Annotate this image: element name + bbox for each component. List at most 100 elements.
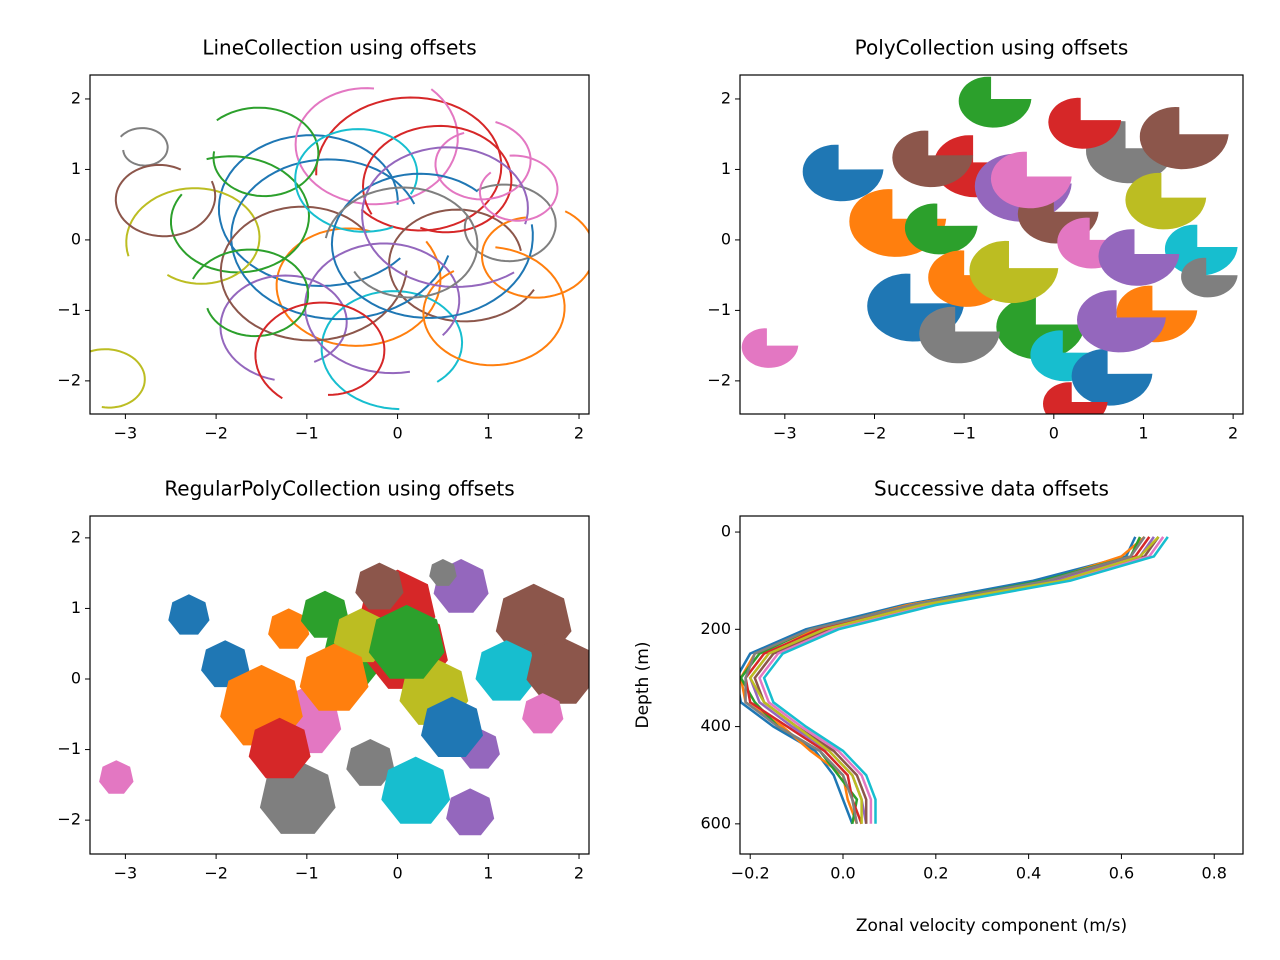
polygon: [958, 76, 1032, 128]
heptagon: [268, 608, 310, 649]
polygon: [1048, 97, 1122, 149]
polygon: [1181, 257, 1238, 298]
profile-line: [762, 536, 1169, 824]
spiral: [114, 163, 217, 238]
y-tick-label: 1: [71, 598, 81, 617]
spiral: [119, 127, 169, 167]
y-axis-label: Depth (m): [633, 641, 653, 728]
spiral: [217, 134, 401, 288]
y-tick-label: 0: [721, 522, 731, 541]
polygon: [892, 130, 974, 188]
heptagon: [421, 696, 483, 757]
subplot: −0.2 0.0 0.2 0.4 0.6 0.8 0 200 400 600 Successive …: [633, 477, 1244, 936]
spiral: [170, 155, 311, 274]
x-tick-label: −1: [295, 424, 319, 443]
y-tick-label: 1: [71, 159, 81, 178]
spiral: [219, 274, 348, 381]
polygon: [1043, 382, 1108, 414]
y-tick-label: 400: [700, 716, 731, 735]
x-tick-label: 2: [574, 864, 584, 883]
profile-line: [740, 535, 1146, 825]
profile-line: [740, 536, 1142, 825]
x-tick-label: 0: [1049, 424, 1059, 443]
y-tick-label: −1: [57, 739, 81, 758]
y-tick-label: −2: [57, 370, 81, 389]
heptagon: [368, 604, 445, 679]
axes-frame: [89, 74, 590, 415]
polygon: [1139, 107, 1229, 170]
profile-line: [740, 536, 1137, 825]
x-tick-label: −2: [863, 424, 887, 443]
spiral: [90, 348, 146, 409]
subplot-title: Successive data offsets: [874, 477, 1109, 501]
spiral: [330, 172, 534, 319]
x-tick-label: −0.2: [731, 864, 770, 883]
axes-frame: [739, 74, 1244, 415]
x-tick-label: 0.6: [1109, 864, 1134, 883]
heptagon: [381, 756, 451, 824]
polygon: [996, 297, 1086, 360]
axes-frame: [739, 515, 1244, 855]
x-tick-label: 0.4: [1016, 864, 1041, 883]
y-tick-label: 600: [700, 813, 731, 832]
x-tick-label: −1: [952, 424, 976, 443]
y-tick-label: 1: [721, 159, 731, 178]
subplot-title: RegularPolyCollection using offsets: [164, 477, 514, 501]
heptagon: [99, 760, 134, 794]
x-tick-label: 1: [483, 864, 493, 883]
y-tick-label: 0: [71, 229, 81, 248]
heptagon: [300, 590, 350, 638]
heptagon: [299, 643, 369, 711]
x-tick-label: 0.0: [830, 864, 855, 883]
spiral: [480, 210, 589, 299]
y-tick-label: −2: [57, 810, 81, 829]
y-tick-label: 0: [721, 229, 731, 248]
x-tick-label: −2: [204, 424, 228, 443]
subplot: −3 −2 −1 0 1 2 −2 −1 0 1 2 RegularPolyCollection us…: [57, 477, 590, 883]
heptagon: [259, 760, 336, 834]
spiral: [320, 290, 464, 411]
polygon: [1125, 172, 1207, 230]
x-axis-label: Zonal velocity component (m/s): [856, 916, 1127, 936]
polygon: [969, 240, 1059, 304]
profile-line: [744, 536, 1146, 825]
x-tick-label: 2: [1228, 424, 1238, 443]
y-tick-label: 2: [71, 527, 81, 546]
profile-line: [753, 536, 1160, 824]
profile-line: [758, 536, 1165, 824]
plot-area: [740, 535, 1169, 825]
heptagon: [355, 562, 404, 610]
y-tick-label: 0: [71, 669, 81, 688]
spiral: [361, 146, 529, 289]
polygon: [741, 328, 799, 368]
spiral: [294, 87, 459, 206]
subplot: −3 −2 −1 0 1 2 −2 −1 0 1 2 PolyCollection using off…: [707, 36, 1244, 443]
profile-line: [744, 536, 1151, 825]
heptagon: [522, 693, 564, 734]
x-tick-label: 0: [392, 424, 402, 443]
axes-frame: [89, 515, 590, 855]
plot-area: [90, 87, 589, 411]
spiral: [294, 128, 419, 233]
polygon: [802, 144, 884, 202]
x-tick-label: 0.2: [923, 864, 948, 883]
spiral: [422, 246, 566, 367]
profile-line: [748, 536, 1160, 824]
x-tick-label: −1: [295, 864, 319, 883]
heptagon: [429, 559, 457, 586]
spiral: [388, 208, 535, 323]
y-tick-label: 200: [700, 619, 731, 638]
y-tick-label: −1: [707, 300, 731, 319]
spiral: [463, 183, 557, 263]
spiral: [192, 248, 310, 338]
spiral: [125, 187, 261, 285]
polygon: [1164, 224, 1238, 276]
x-tick-label: 2: [574, 424, 584, 443]
x-tick-label: −3: [114, 864, 138, 883]
heptagon: [526, 636, 589, 704]
spiral: [275, 227, 442, 347]
heptagon: [201, 640, 250, 688]
spiral: [254, 301, 386, 400]
y-tick-label: −2: [707, 370, 731, 389]
